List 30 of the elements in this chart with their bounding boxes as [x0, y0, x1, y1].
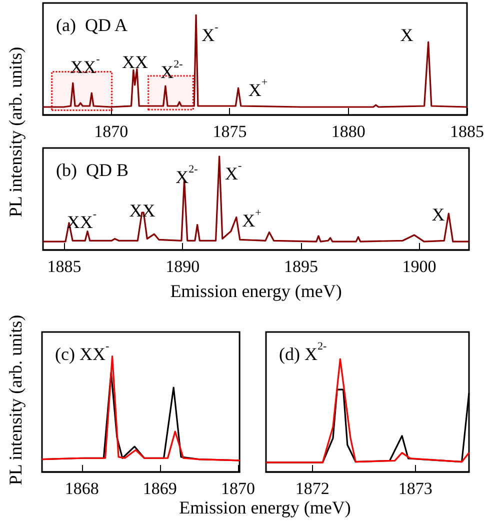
x-tick-label: 1895	[284, 257, 318, 276]
annotation: XX	[122, 52, 148, 72]
x-tick-label: 1870	[94, 122, 128, 141]
annotation: XX	[129, 200, 156, 220]
annotation: X	[400, 25, 414, 45]
annotation: X+	[248, 76, 268, 100]
x-tick-label: 1869	[142, 479, 177, 498]
x-tick-label: 1870	[221, 479, 255, 498]
x-axis-title: Emission energy (meV)	[170, 281, 342, 301]
x-tick-label: 1880	[331, 122, 366, 141]
y-axis-title: PL intensity (arb. units)	[6, 46, 26, 218]
annotation: X-	[224, 160, 242, 184]
x-tick-label: 1875	[212, 122, 247, 141]
annotation: XX-	[70, 54, 100, 77]
chart-title: (a) QD A	[56, 15, 128, 35]
x-tick-label: 1872	[295, 479, 330, 498]
x-tick-label: 1868	[64, 479, 99, 498]
annotation: XX-	[66, 208, 97, 232]
x-tick-label: 1885	[47, 257, 82, 276]
x-tick-label: 1885	[450, 122, 484, 141]
chart-title: (b) QD B	[56, 160, 128, 180]
annotation: X-	[202, 22, 219, 45]
x-tick-label: 1900	[402, 257, 436, 276]
chart-title: (c) XX-	[55, 340, 110, 364]
x-tick-label: 1890	[166, 257, 200, 276]
x-tick-label: 1873	[398, 479, 432, 498]
y-axis-title: PL intensity (arb. units)	[6, 314, 26, 486]
x-axis-title: Emission energy (meV)	[179, 498, 351, 518]
annotation: X+	[242, 206, 262, 230]
annotation: X	[432, 204, 445, 224]
